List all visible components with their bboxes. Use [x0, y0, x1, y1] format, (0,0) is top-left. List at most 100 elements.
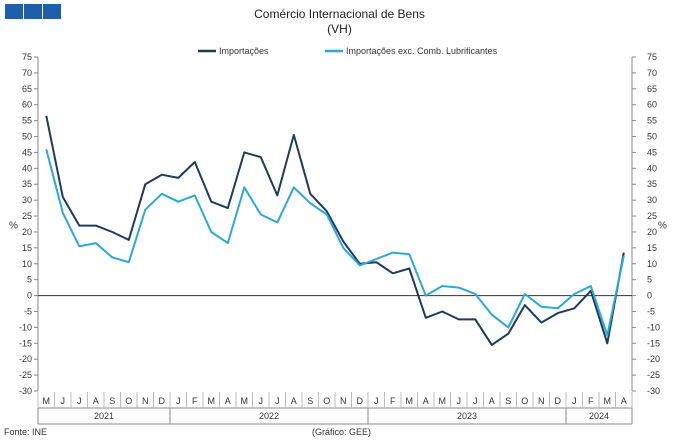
y-tick-label-left: 0 — [27, 291, 32, 301]
y-tick-label-left: 65 — [22, 84, 32, 94]
legend-label-2: Importações exc. Comb. Lubrificantes — [346, 46, 498, 56]
x-tick-label: F — [588, 396, 594, 406]
y-tick-label-right: 25 — [647, 211, 657, 221]
source-note: Fonte: INE — [4, 427, 48, 437]
x-tick-label: D — [159, 396, 166, 406]
y-axis-label-right: % — [658, 221, 667, 232]
x-tick-label: A — [93, 396, 99, 406]
y-tick-label-right: 5 — [647, 275, 652, 285]
y-tick-label-left: 60 — [22, 100, 32, 110]
x-tick-label: A — [423, 396, 429, 406]
y-tick-label-left: -25 — [19, 370, 32, 380]
y-tick-label-left: 5 — [27, 275, 32, 285]
x-tick-label: J — [473, 396, 478, 406]
x-axis: M J J A S O N D J F M A M J J A S O N D J F M A M J J A S O N D J F M A2021… — [37, 295, 633, 425]
x-tick-label: S — [109, 396, 115, 406]
x-tick-label: A — [621, 396, 627, 406]
series-line-1 — [45, 115, 625, 346]
year-label: 2021 — [94, 411, 114, 421]
chart-subtitle: (VH) — [327, 22, 352, 36]
y-tick-label-left: 35 — [22, 179, 32, 189]
x-tick-label: N — [340, 396, 347, 406]
y-tick-label-right: 70 — [647, 68, 657, 78]
y-tick-label-right: 60 — [647, 100, 657, 110]
x-tick-label: D — [555, 396, 562, 406]
y-tick-label-right: 55 — [647, 116, 657, 126]
y-tick-label-right: -25 — [647, 370, 660, 380]
year-label: 2024 — [589, 411, 609, 421]
y-tick-label-right: -10 — [647, 322, 660, 332]
y-tick-label-left: -15 — [19, 338, 32, 348]
y-axis-left: 757065605550454035302520151050-5-10-15-2… — [9, 52, 39, 396]
y-tick-label-right: -30 — [647, 386, 660, 396]
chart-title: Comércio Internacional de Bens — [254, 7, 425, 21]
logo-block-3 — [43, 4, 61, 19]
y-tick-label-right: 35 — [647, 179, 657, 189]
y-tick-label-right: 10 — [647, 259, 657, 269]
y-tick-label-left: 15 — [22, 243, 32, 253]
y-tick-label-left: 20 — [22, 227, 32, 237]
y-tick-label-right: -20 — [647, 354, 660, 364]
y-tick-label-right: 45 — [647, 147, 657, 157]
x-tick-label: J — [457, 396, 462, 406]
x-tick-label: O — [323, 396, 330, 406]
y-tick-label-left: 75 — [22, 52, 32, 62]
x-tick-label: F — [390, 396, 396, 406]
y-tick-label-right: 40 — [647, 163, 657, 173]
y-axis-right: 757065605550454035302520151050-5-10-15-2… — [631, 52, 667, 396]
y-tick-label-left: -5 — [24, 306, 32, 316]
x-tick-label: A — [291, 396, 297, 406]
x-tick-label: A — [489, 396, 495, 406]
y-tick-label-left: 40 — [22, 163, 32, 173]
x-tick-label: M — [439, 396, 447, 406]
x-tick-label: O — [125, 396, 132, 406]
y-tick-label-right: 20 — [647, 227, 657, 237]
y-tick-label-left: 50 — [22, 132, 32, 142]
plot-lines — [45, 115, 625, 346]
x-tick-label: J — [374, 396, 379, 406]
credit-note: (Gráfico: GEE) — [312, 427, 372, 437]
y-tick-label-left: 10 — [22, 259, 32, 269]
year-label: 2022 — [259, 411, 279, 421]
x-tick-label: J — [259, 396, 264, 406]
legend-label-1: Importações — [219, 46, 269, 56]
y-tick-label-left: 70 — [22, 68, 32, 78]
x-tick-label: M — [604, 396, 612, 406]
y-tick-label-left: 25 — [22, 211, 32, 221]
y-tick-label-left: 30 — [22, 195, 32, 205]
x-tick-label: N — [142, 396, 149, 406]
x-tick-label: S — [505, 396, 511, 406]
y-tick-label-left: 45 — [22, 147, 32, 157]
x-tick-label: M — [208, 396, 216, 406]
x-tick-label: J — [77, 396, 82, 406]
logo-block-2 — [24, 4, 42, 19]
x-tick-label: J — [61, 396, 66, 406]
y-tick-label-right: 30 — [647, 195, 657, 205]
y-tick-label-right: 0 — [647, 291, 652, 301]
y-tick-label-left: 55 — [22, 116, 32, 126]
y-axis-label-left: % — [9, 221, 18, 232]
y-tick-label-left: -20 — [19, 354, 32, 364]
y-tick-label-right: 50 — [647, 132, 657, 142]
x-tick-label: A — [225, 396, 231, 406]
x-tick-label: J — [275, 396, 280, 406]
logo-block-1 — [5, 4, 23, 19]
y-tick-label-right: -15 — [647, 338, 660, 348]
y-tick-label-right: -5 — [647, 306, 655, 316]
y-tick-label-right: 15 — [647, 243, 657, 253]
legend: Importações Importações exc. Comb. Lubrif… — [198, 46, 498, 56]
y-tick-label-right: 65 — [647, 84, 657, 94]
y-tick-label-right: 75 — [647, 52, 657, 62]
x-tick-label: M — [241, 396, 249, 406]
x-tick-label: D — [357, 396, 364, 406]
x-tick-label: F — [192, 396, 198, 406]
x-tick-label: S — [307, 396, 313, 406]
y-tick-label-left: -30 — [19, 386, 32, 396]
year-label: 2023 — [457, 411, 477, 421]
x-tick-label: J — [572, 396, 577, 406]
series-line-2 — [45, 148, 625, 337]
x-tick-label: N — [538, 396, 545, 406]
x-tick-label: M — [406, 396, 414, 406]
x-tick-label: M — [43, 396, 51, 406]
